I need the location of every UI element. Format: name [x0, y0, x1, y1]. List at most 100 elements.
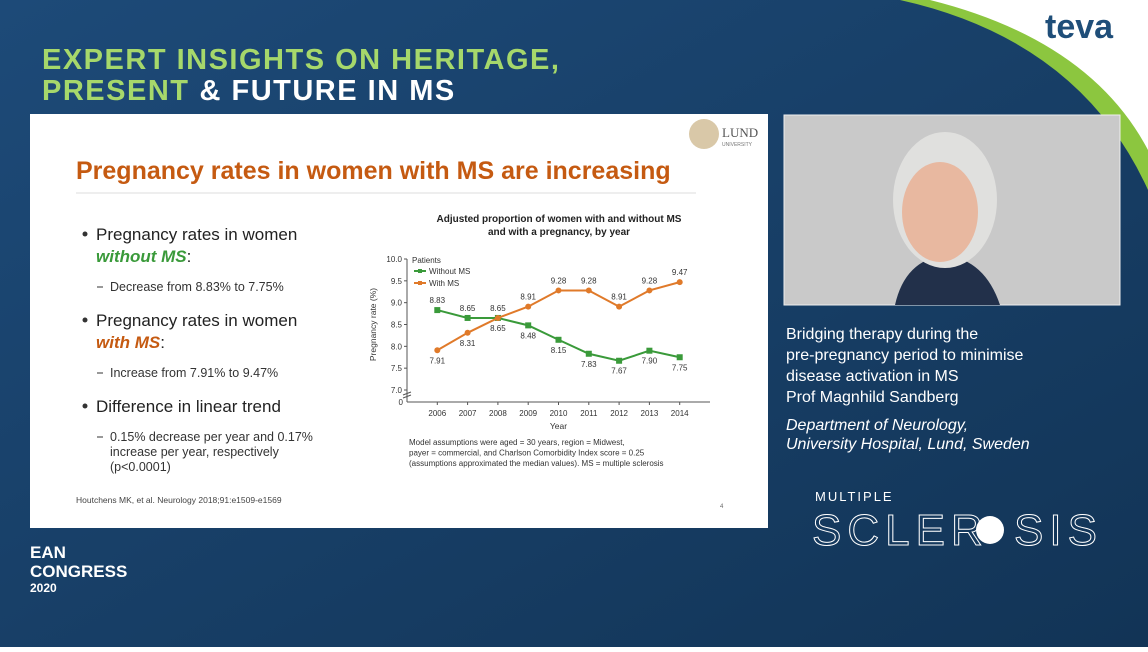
value-label: 8.91: [611, 293, 627, 302]
affiliation: Department of Neurology,: [786, 417, 968, 434]
y-axis-label: Pregnancy rate (%): [368, 288, 378, 361]
bullet-emphasis: with MS: [96, 333, 161, 352]
x-tick-label: 2009: [519, 409, 537, 418]
lund-seal: [689, 119, 719, 149]
speaker-face: [902, 162, 978, 262]
value-label: 8.65: [490, 304, 506, 313]
bullet-line: with MS:: [96, 333, 165, 352]
header-line: EXPERT INSIGHTS ON HERITAGE,: [42, 44, 560, 76]
axis-break-label: 0: [399, 398, 404, 407]
x-tick-label: 2006: [428, 409, 446, 418]
point: [555, 287, 562, 294]
bullet-text: Pregnancy rates in women: [96, 225, 297, 244]
value-label: 8.65: [460, 304, 476, 313]
talk-title: disease activation in MS: [786, 368, 959, 385]
point: [434, 347, 441, 354]
bullet-text: Pregnancy rates in women: [96, 311, 297, 330]
page-number: 4: [720, 504, 724, 510]
ms-dot: [976, 516, 1004, 544]
value-label: 9.28: [642, 276, 658, 285]
point: [676, 279, 683, 286]
value-label: 7.75: [672, 363, 688, 372]
chart-note: (assumptions approximated the median val…: [409, 459, 664, 468]
bullet-emphasis: without MS: [96, 247, 187, 266]
ms-top: MULTIPLE: [815, 489, 894, 504]
ms-right: SIS: [1014, 506, 1103, 555]
point: [585, 350, 592, 357]
header-highlight: PRESENT: [42, 75, 189, 107]
bullet-dot: [82, 403, 88, 409]
sub-text: (p<0.0001): [110, 460, 171, 474]
bullet-suffix: :: [160, 333, 165, 352]
slide-title: Pregnancy rates in women with MS are inc…: [76, 157, 671, 185]
value-label: 8.15: [551, 346, 567, 355]
value-label: 7.67: [611, 367, 627, 376]
x-tick-label: 2014: [671, 409, 689, 418]
speaker-info: Bridging therapy during the pre-pregnancy…: [786, 326, 1030, 453]
chart: Adjusted proportion of women with and wi…: [368, 214, 710, 468]
speaker-name: Prof Magnhild Sandberg: [786, 389, 959, 406]
point: [464, 314, 471, 321]
bullet-text: Difference in linear trend: [96, 397, 281, 416]
legend-marker: [418, 281, 422, 285]
chart-note: Model assumptions were aged = 30 years, …: [409, 438, 625, 447]
chart-title: and with a pregnancy, by year: [488, 227, 630, 238]
value-label: 8.83: [430, 296, 446, 305]
legend-label: Without MS: [429, 267, 470, 276]
point: [646, 347, 653, 354]
value-label: 9.28: [551, 276, 567, 285]
y-tick-label: 8.5: [391, 321, 403, 330]
brand-logo: teva: [1045, 8, 1114, 46]
point: [676, 354, 683, 361]
sub-text: Decrease from 8.83% to 7.75%: [110, 280, 284, 294]
lund-sub: UNIVERSITY: [722, 142, 753, 148]
talk-title: pre-pregnancy period to minimise: [786, 347, 1024, 364]
legend-title: Patients: [412, 256, 441, 265]
bullet-suffix: :: [187, 247, 192, 266]
bullet-dot: [82, 317, 88, 323]
value-label: 8.31: [460, 339, 476, 348]
x-tick-label: 2007: [459, 409, 477, 418]
sub-text: 0.15% decrease per year and 0.17%: [110, 430, 313, 444]
talk-title: Bridging therapy during the: [786, 326, 978, 343]
x-tick-label: 2008: [489, 409, 507, 418]
point: [464, 329, 471, 336]
congress: CONGRESS: [30, 562, 127, 581]
y-tick-label: 9.5: [391, 277, 403, 286]
value-label: 9.47: [672, 268, 688, 277]
chart-note: payer = commercial, and Charlson Comorbi…: [409, 449, 645, 458]
point: [616, 357, 623, 364]
bullets: Pregnancy rates in women without MS: Decre…: [82, 225, 313, 474]
header-line: PRESENT & FUTURE IN MS: [42, 75, 456, 107]
slide: [30, 114, 768, 528]
chart-title: Adjusted proportion of women with and wi…: [437, 214, 682, 225]
point: [585, 287, 592, 294]
value-label: 7.90: [642, 357, 658, 366]
value-label: 7.83: [581, 360, 597, 369]
legend-marker: [418, 269, 422, 273]
x-tick-label: 2013: [641, 409, 659, 418]
point: [646, 287, 653, 294]
sub-text: Increase from 7.91% to 9.47%: [110, 366, 278, 380]
point: [555, 336, 562, 343]
x-tick-label: 2010: [550, 409, 568, 418]
x-tick-label: 2011: [580, 409, 598, 418]
x-axis-label: Year: [550, 421, 567, 431]
point: [434, 307, 441, 314]
value-label: 9.28: [581, 276, 597, 285]
bullet-dot: [82, 231, 88, 237]
affiliation: University Hospital, Lund, Sweden: [786, 436, 1030, 453]
y-tick-label: 7.0: [391, 386, 403, 395]
swoosh-white: [930, 0, 1148, 150]
header-rest: & FUTURE IN MS: [199, 75, 455, 107]
value-label: 8.48: [520, 331, 536, 340]
lund-logo: LUND: [722, 125, 758, 140]
x-tick-label: 2012: [610, 409, 628, 418]
point: [616, 303, 623, 310]
y-tick-label: 10.0: [386, 255, 402, 264]
point: [494, 314, 501, 321]
ean: EAN: [30, 543, 66, 562]
point: [525, 303, 532, 310]
value-label: 8.65: [490, 324, 506, 333]
